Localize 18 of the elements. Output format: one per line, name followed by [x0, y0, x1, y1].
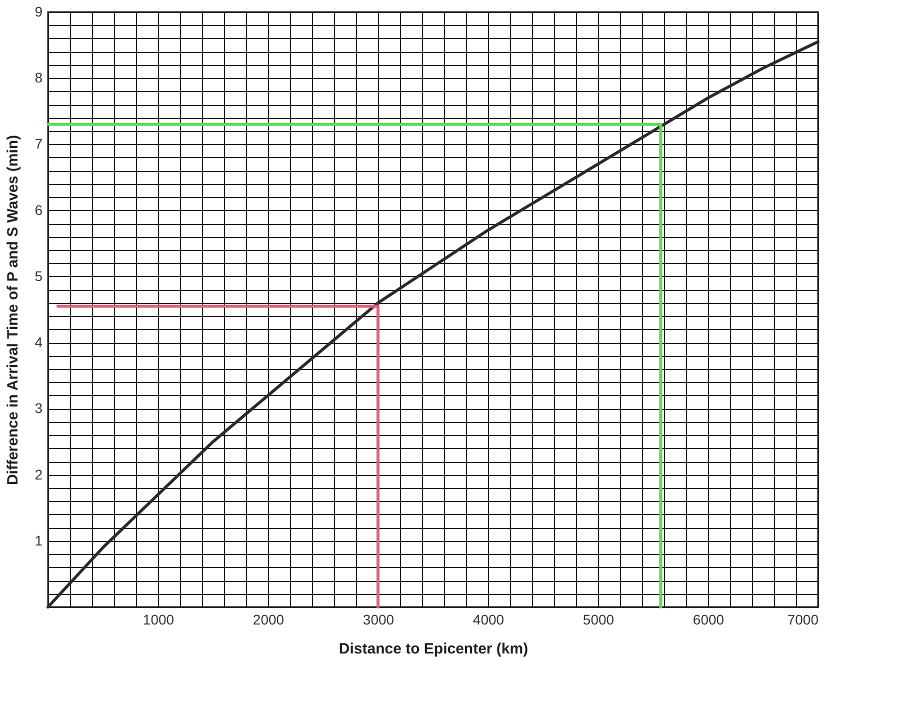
x-tick-label: 3000 — [362, 612, 394, 628]
y-tick-label: 5 — [34, 268, 43, 284]
y-tick-label: 1 — [34, 532, 43, 548]
x-tick-label: 5000 — [582, 612, 614, 628]
y-tick-label: 6 — [34, 202, 43, 218]
y-tick-label: 9 — [34, 4, 43, 20]
y-tick-label: 8 — [34, 70, 43, 86]
x-tick-label: 4000 — [472, 612, 504, 628]
y-tick-label: 4 — [34, 334, 43, 350]
y-axis-title: Difference in Arrival Time of P and S Waves (min) — [4, 134, 22, 486]
y-tick-label: 2 — [34, 466, 43, 482]
x-tick-label: 6000 — [692, 612, 724, 628]
x-axis-title: Distance to Epicenter (km) — [338, 640, 528, 658]
y-tick-label: 7 — [34, 136, 43, 152]
x-tick-label: 7000 — [787, 612, 819, 628]
x-tick-label: 1000 — [142, 612, 174, 628]
x-tick-label: 2000 — [252, 612, 284, 628]
y-tick-label: 3 — [34, 400, 43, 416]
